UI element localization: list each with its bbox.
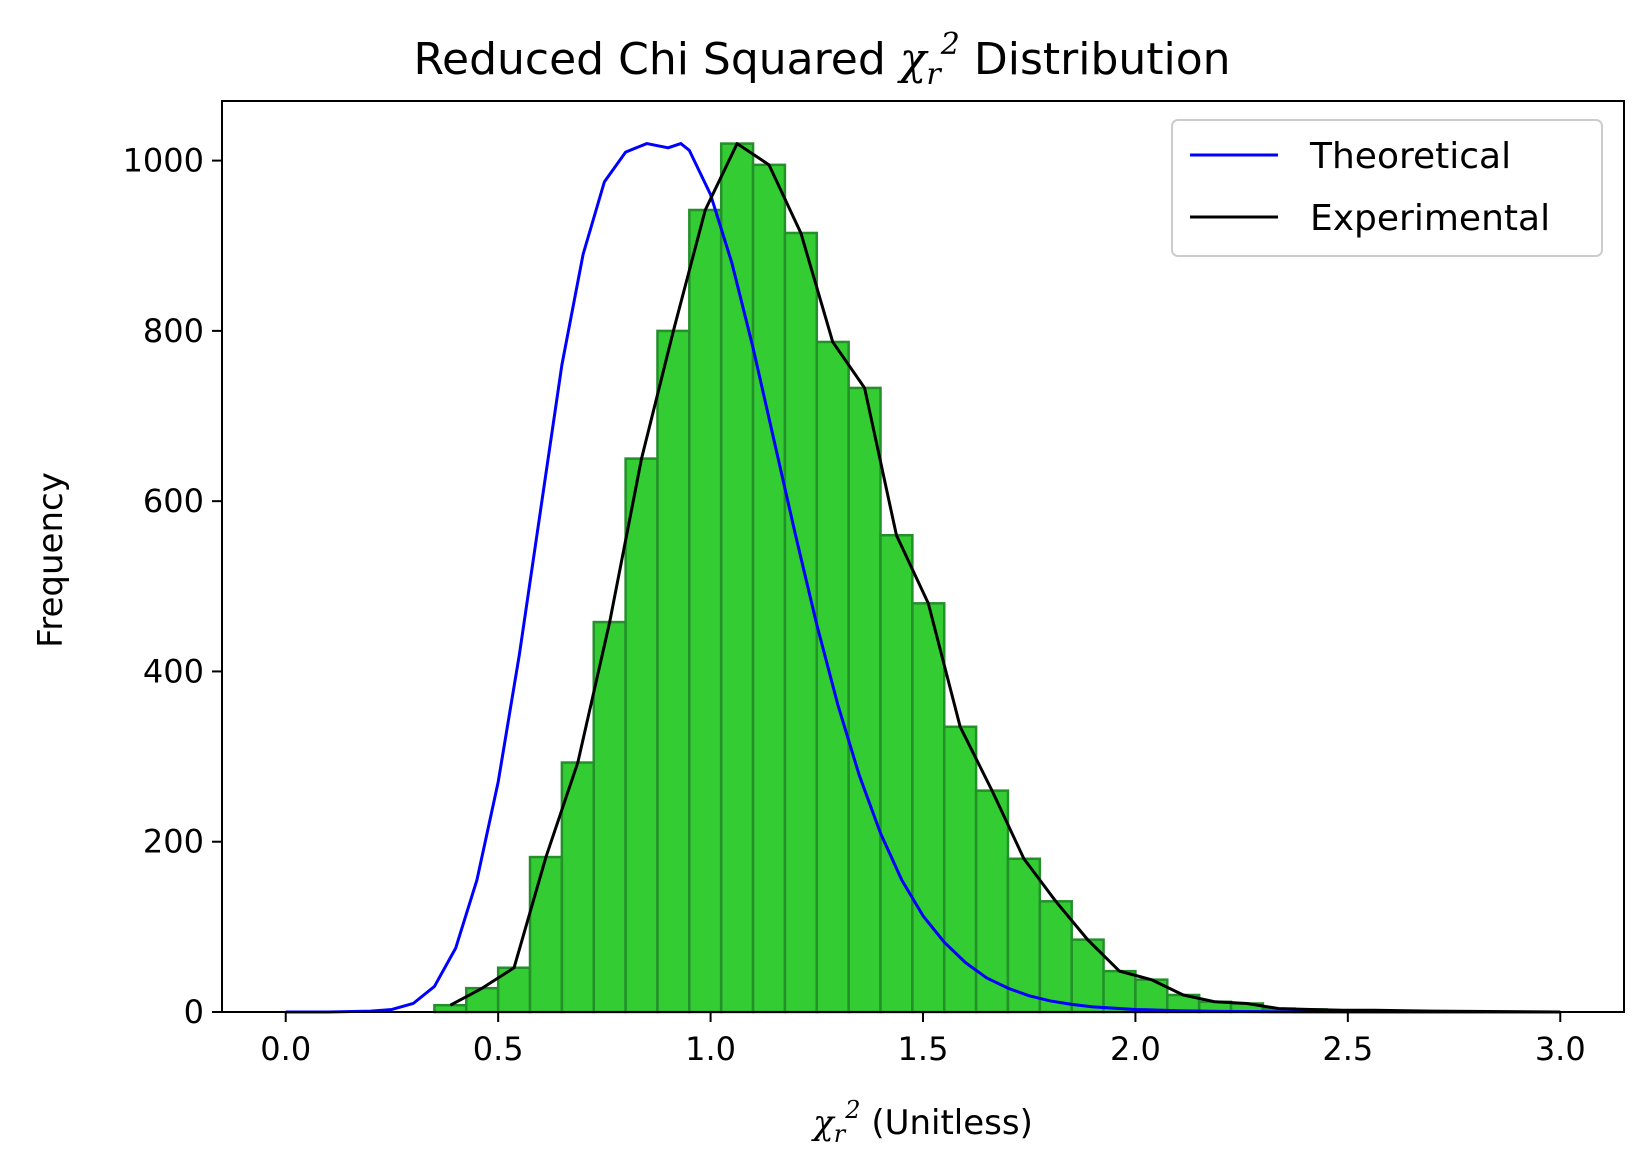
y-tick-label: 1000 (123, 142, 204, 180)
x-axis-label: χr2 (Unitless) (811, 1096, 1033, 1148)
chart-title: Reduced Chi Squared χr2 Distribution (413, 27, 1230, 92)
x-tick-label: 1.5 (898, 1030, 949, 1068)
x-tick-label: 0.0 (260, 1030, 311, 1068)
y-axis-label: Frequency (31, 472, 71, 648)
x-tick-label: 0.5 (473, 1030, 524, 1068)
histogram-bar (815, 340, 850, 1014)
histogram-bar (1102, 969, 1137, 1014)
series-line-theoretical (285, 142, 1561, 1014)
legend: Theoretical Experimental (1171, 119, 1603, 257)
histogram-bar (911, 602, 946, 1014)
histogram-bar (465, 986, 500, 1014)
histogram-bar (847, 386, 882, 1014)
histogram-bar (1038, 900, 1073, 1014)
histogram-bars (433, 142, 1392, 1014)
y-tick-label: 800 (143, 312, 204, 350)
y-tick-label: 200 (143, 823, 204, 861)
x-tick-label: 2.5 (1322, 1030, 1373, 1068)
histogram-bar (942, 725, 978, 1014)
histogram-bar (783, 231, 819, 1014)
histogram-bar (656, 329, 691, 1014)
series-lines (285, 142, 1561, 1014)
histogram-bar (688, 208, 723, 1014)
legend-box (1171, 119, 1603, 257)
histogram-bar (528, 855, 564, 1014)
x-tick-label: 1.0 (685, 1030, 736, 1068)
y-tick-label: 0 (184, 993, 204, 1031)
histogram-bar (879, 533, 914, 1014)
x-tick-label: 3.0 (1535, 1030, 1586, 1068)
legend-label-experimental: Experimental (1310, 198, 1550, 239)
histogram-bar (751, 163, 787, 1014)
histogram-bar (974, 789, 1010, 1014)
x-axis-ticks: 0.0 0.5 1.0 1.5 2.0 2.5 3.0 (260, 1012, 1586, 1068)
y-tick-label: 600 (143, 482, 204, 520)
histogram-bar (624, 457, 659, 1014)
y-axis-ticks: 0 200 400 600 800 1000 (123, 142, 222, 1031)
y-tick-label: 400 (143, 652, 204, 690)
legend-label-theoretical: Theoretical (1309, 136, 1511, 177)
histogram-bar (592, 620, 627, 1014)
histogram-bar (719, 142, 755, 1014)
histogram-bar (433, 1003, 468, 1014)
x-tick-label: 2.0 (1110, 1030, 1161, 1068)
series-line-experimental (449, 142, 1561, 1014)
